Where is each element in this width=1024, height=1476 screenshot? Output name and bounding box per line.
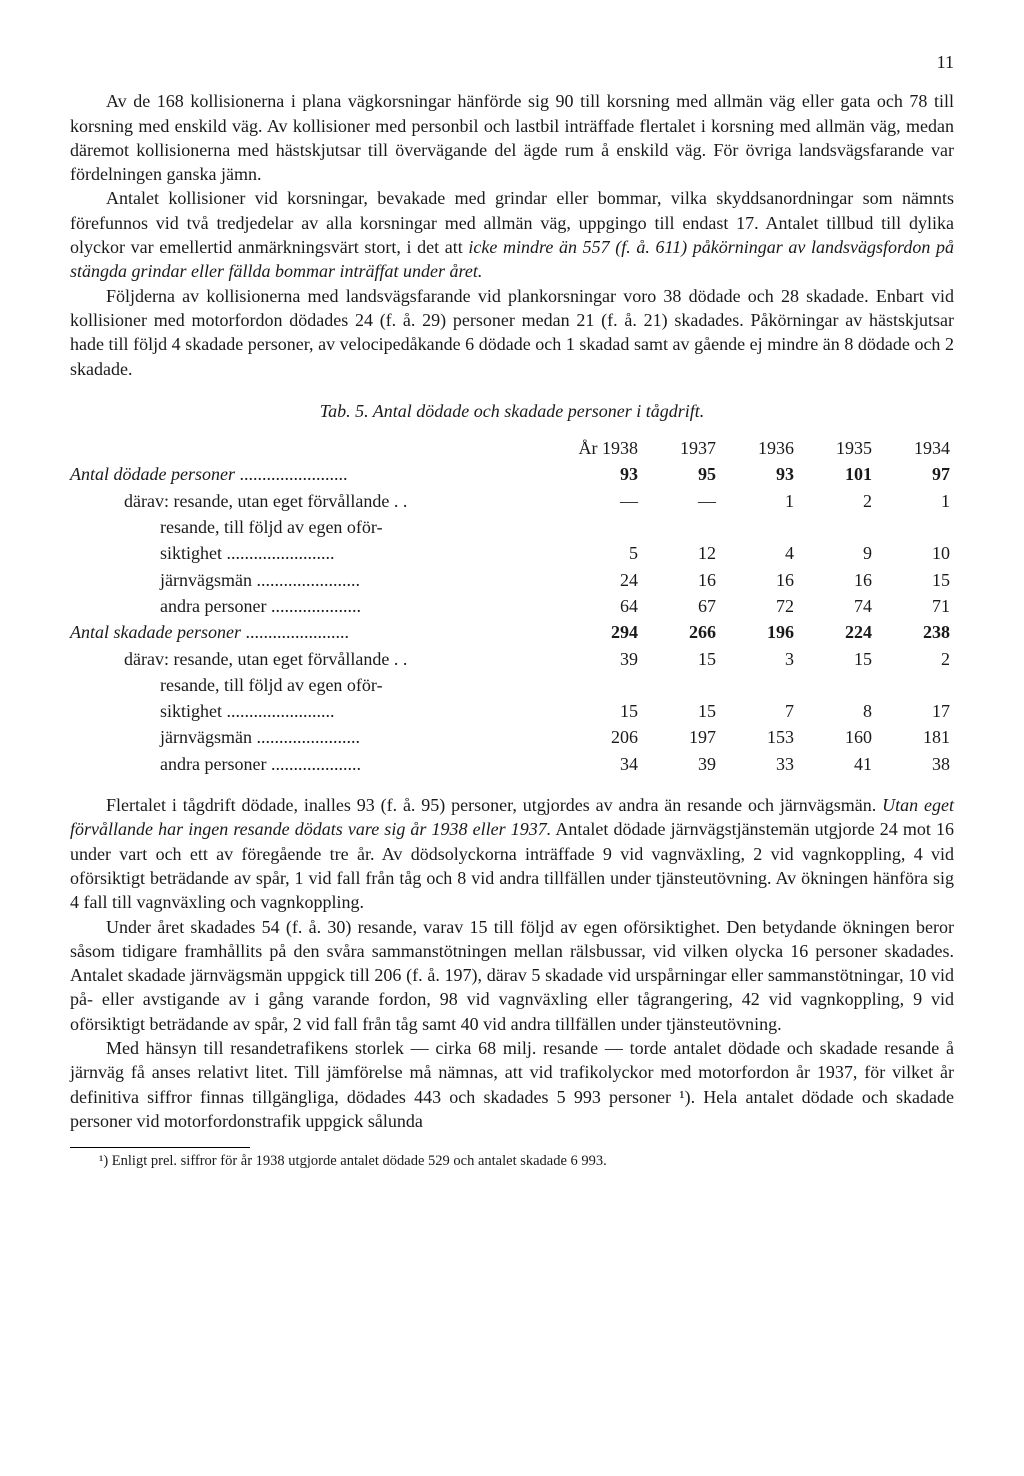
row-label: andra personer: [160, 596, 266, 616]
table-title: Tab. 5. Antal dödade och skadade persone…: [70, 399, 954, 423]
cell: 101: [798, 461, 876, 487]
table-header-row: År 1938 1937 1936 1935 1934: [70, 435, 954, 461]
cell: 17: [876, 698, 954, 724]
table-row: järnvägsmän ....................... 206 …: [70, 724, 954, 750]
cell: 74: [798, 593, 876, 619]
row-label: siktighet: [160, 701, 222, 721]
cell: 266: [642, 619, 720, 645]
cell: 93: [720, 461, 798, 487]
cell: 15: [642, 646, 720, 672]
table-row: resande, till följd av egen oför-: [70, 514, 954, 540]
cell: 15: [564, 698, 642, 724]
cell: 16: [720, 567, 798, 593]
table-row: siktighet ........................ 15 15…: [70, 698, 954, 724]
table-row: därav: resande, utan eget förvållande . …: [70, 646, 954, 672]
cell: 196: [720, 619, 798, 645]
cell: 1: [720, 488, 798, 514]
table-row: andra personer .................... 34 3…: [70, 751, 954, 777]
cell: 238: [876, 619, 954, 645]
table-row: Antal skadade personer .................…: [70, 619, 954, 645]
row-label: andra personer: [160, 754, 266, 774]
cell: 9: [798, 540, 876, 566]
cell: 97: [876, 461, 954, 487]
header-y3: 1936: [720, 435, 798, 461]
cell: 2: [798, 488, 876, 514]
cell: 95: [642, 461, 720, 487]
cell: 197: [642, 724, 720, 750]
paragraph-3: Följderna av kollisionerna med landsvägs…: [70, 284, 954, 381]
cell: 294: [564, 619, 642, 645]
cell: 15: [876, 567, 954, 593]
header-y2: 1937: [642, 435, 720, 461]
cell: 41: [798, 751, 876, 777]
table-row: järnvägsmän ....................... 24 1…: [70, 567, 954, 593]
cell: 12: [642, 540, 720, 566]
row-label: järnvägsmän: [160, 570, 252, 590]
paragraph-1: Av de 168 kollisionerna i plana vägkorsn…: [70, 89, 954, 186]
table-row: därav: resande, utan eget förvållande . …: [70, 488, 954, 514]
cell: 2: [876, 646, 954, 672]
cell: 206: [564, 724, 642, 750]
cell: 39: [642, 751, 720, 777]
cell: 15: [642, 698, 720, 724]
cell: 71: [876, 593, 954, 619]
cell: 93: [564, 461, 642, 487]
cell: 3: [720, 646, 798, 672]
header-y4: 1935: [798, 435, 876, 461]
footnote: ¹) Enligt prel. siffror för år 1938 utgj…: [70, 1152, 954, 1172]
row-label: siktighet: [160, 543, 222, 563]
row-label: resande, till följd av egen oför-: [70, 514, 564, 540]
cell: 4: [720, 540, 798, 566]
cell: 64: [564, 593, 642, 619]
cell: —: [642, 488, 720, 514]
cell: 181: [876, 724, 954, 750]
data-table: År 1938 1937 1936 1935 1934 Antal dödade…: [70, 435, 954, 777]
cell: 153: [720, 724, 798, 750]
footnote-rule: [70, 1147, 250, 1148]
cell: 160: [798, 724, 876, 750]
cell: 72: [720, 593, 798, 619]
cell: 34: [564, 751, 642, 777]
paragraph-4: Flertalet i tågdrift dödade, inalles 93 …: [70, 793, 954, 914]
cell: 33: [720, 751, 798, 777]
paragraph-5: Under året skadades 54 (f. å. 30) resand…: [70, 915, 954, 1036]
cell: 38: [876, 751, 954, 777]
cell: 16: [798, 567, 876, 593]
table-row: siktighet ........................ 5 12 …: [70, 540, 954, 566]
cell: 224: [798, 619, 876, 645]
cell: 1: [876, 488, 954, 514]
row-label: resande, till följd av egen oför-: [70, 672, 564, 698]
row-label: järnvägsmän: [160, 727, 252, 747]
row-label: därav: resande, utan eget förvållande . …: [70, 488, 564, 514]
paragraph-6: Med hänsyn till resandetrafikens storlek…: [70, 1036, 954, 1133]
cell: 5: [564, 540, 642, 566]
cell: —: [564, 488, 642, 514]
cell: 15: [798, 646, 876, 672]
table-row: andra personer .................... 64 6…: [70, 593, 954, 619]
cell: 24: [564, 567, 642, 593]
cell: 16: [642, 567, 720, 593]
row-label: Antal dödade personer: [70, 464, 235, 484]
table-row: resande, till följd av egen oför-: [70, 672, 954, 698]
cell: 7: [720, 698, 798, 724]
paragraph-2: Antalet kollisioner vid korsningar, beva…: [70, 186, 954, 283]
cell: 39: [564, 646, 642, 672]
header-y1: År 1938: [564, 435, 642, 461]
header-y5: 1934: [876, 435, 954, 461]
para4-text-a: Flertalet i tågdrift dödade, inalles 93 …: [106, 795, 882, 815]
page-number: 11: [70, 50, 954, 74]
row-label: Antal skadade personer: [70, 622, 241, 642]
cell: 8: [798, 698, 876, 724]
row-label: därav: resande, utan eget förvållande . …: [70, 646, 564, 672]
cell: 67: [642, 593, 720, 619]
table-row: Antal dödade personer ..................…: [70, 461, 954, 487]
cell: 10: [876, 540, 954, 566]
